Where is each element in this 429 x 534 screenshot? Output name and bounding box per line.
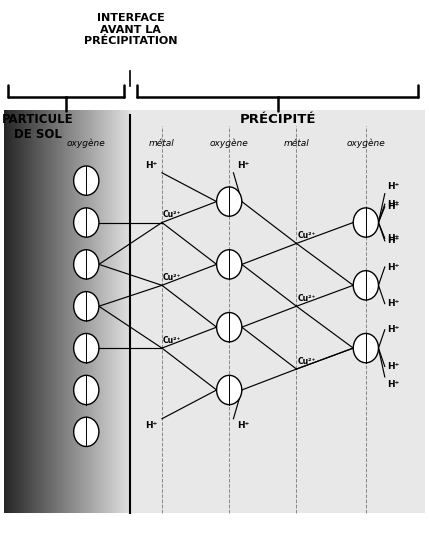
Text: H⁺: H⁺: [238, 161, 250, 170]
Bar: [130, 110, 425, 513]
Ellipse shape: [74, 166, 99, 195]
Text: métal: métal: [149, 139, 175, 148]
Ellipse shape: [353, 271, 378, 300]
Text: H⁺: H⁺: [238, 421, 250, 430]
Text: H⁺: H⁺: [387, 182, 399, 191]
Ellipse shape: [217, 250, 242, 279]
Text: H⁺: H⁺: [387, 380, 399, 389]
Text: Cu²⁺: Cu²⁺: [297, 357, 316, 366]
Text: oxygène: oxygène: [67, 139, 106, 148]
Text: H⁺: H⁺: [387, 263, 399, 271]
Ellipse shape: [217, 375, 242, 405]
Ellipse shape: [217, 312, 242, 342]
Text: H⁺: H⁺: [387, 200, 399, 209]
Text: H⁺: H⁺: [387, 237, 399, 245]
Ellipse shape: [353, 333, 378, 363]
Text: H⁺: H⁺: [145, 421, 158, 430]
Ellipse shape: [353, 208, 378, 237]
Text: H⁺: H⁺: [387, 202, 399, 211]
Ellipse shape: [74, 417, 99, 446]
Ellipse shape: [74, 250, 99, 279]
Bar: [4, 5, 425, 110]
Text: métal: métal: [284, 139, 309, 148]
Text: H⁺: H⁺: [387, 325, 399, 334]
Text: Cu²⁺: Cu²⁺: [297, 231, 316, 240]
Text: Cu²⁺: Cu²⁺: [163, 210, 181, 219]
Text: Cu²⁺: Cu²⁺: [163, 336, 181, 345]
Text: H⁺: H⁺: [387, 362, 399, 371]
Ellipse shape: [74, 208, 99, 237]
Text: H⁺: H⁺: [387, 299, 399, 308]
Text: oxygène: oxygène: [210, 139, 248, 148]
Text: Cu²⁺: Cu²⁺: [163, 273, 181, 282]
Text: H⁺: H⁺: [145, 161, 158, 170]
Text: Cu²⁺: Cu²⁺: [297, 294, 316, 303]
Text: INTERFACE
AVANT LA
PRÉCIPITATION: INTERFACE AVANT LA PRÉCIPITATION: [84, 13, 177, 46]
Ellipse shape: [74, 375, 99, 405]
Ellipse shape: [74, 333, 99, 363]
Ellipse shape: [74, 292, 99, 321]
Text: oxygène: oxygène: [347, 139, 385, 148]
Text: PARTICULE
DE SOL: PARTICULE DE SOL: [2, 113, 74, 140]
Ellipse shape: [217, 187, 242, 216]
Text: PRÉCIPITÉ: PRÉCIPITÉ: [239, 113, 316, 125]
Text: H⁺: H⁺: [387, 234, 399, 243]
